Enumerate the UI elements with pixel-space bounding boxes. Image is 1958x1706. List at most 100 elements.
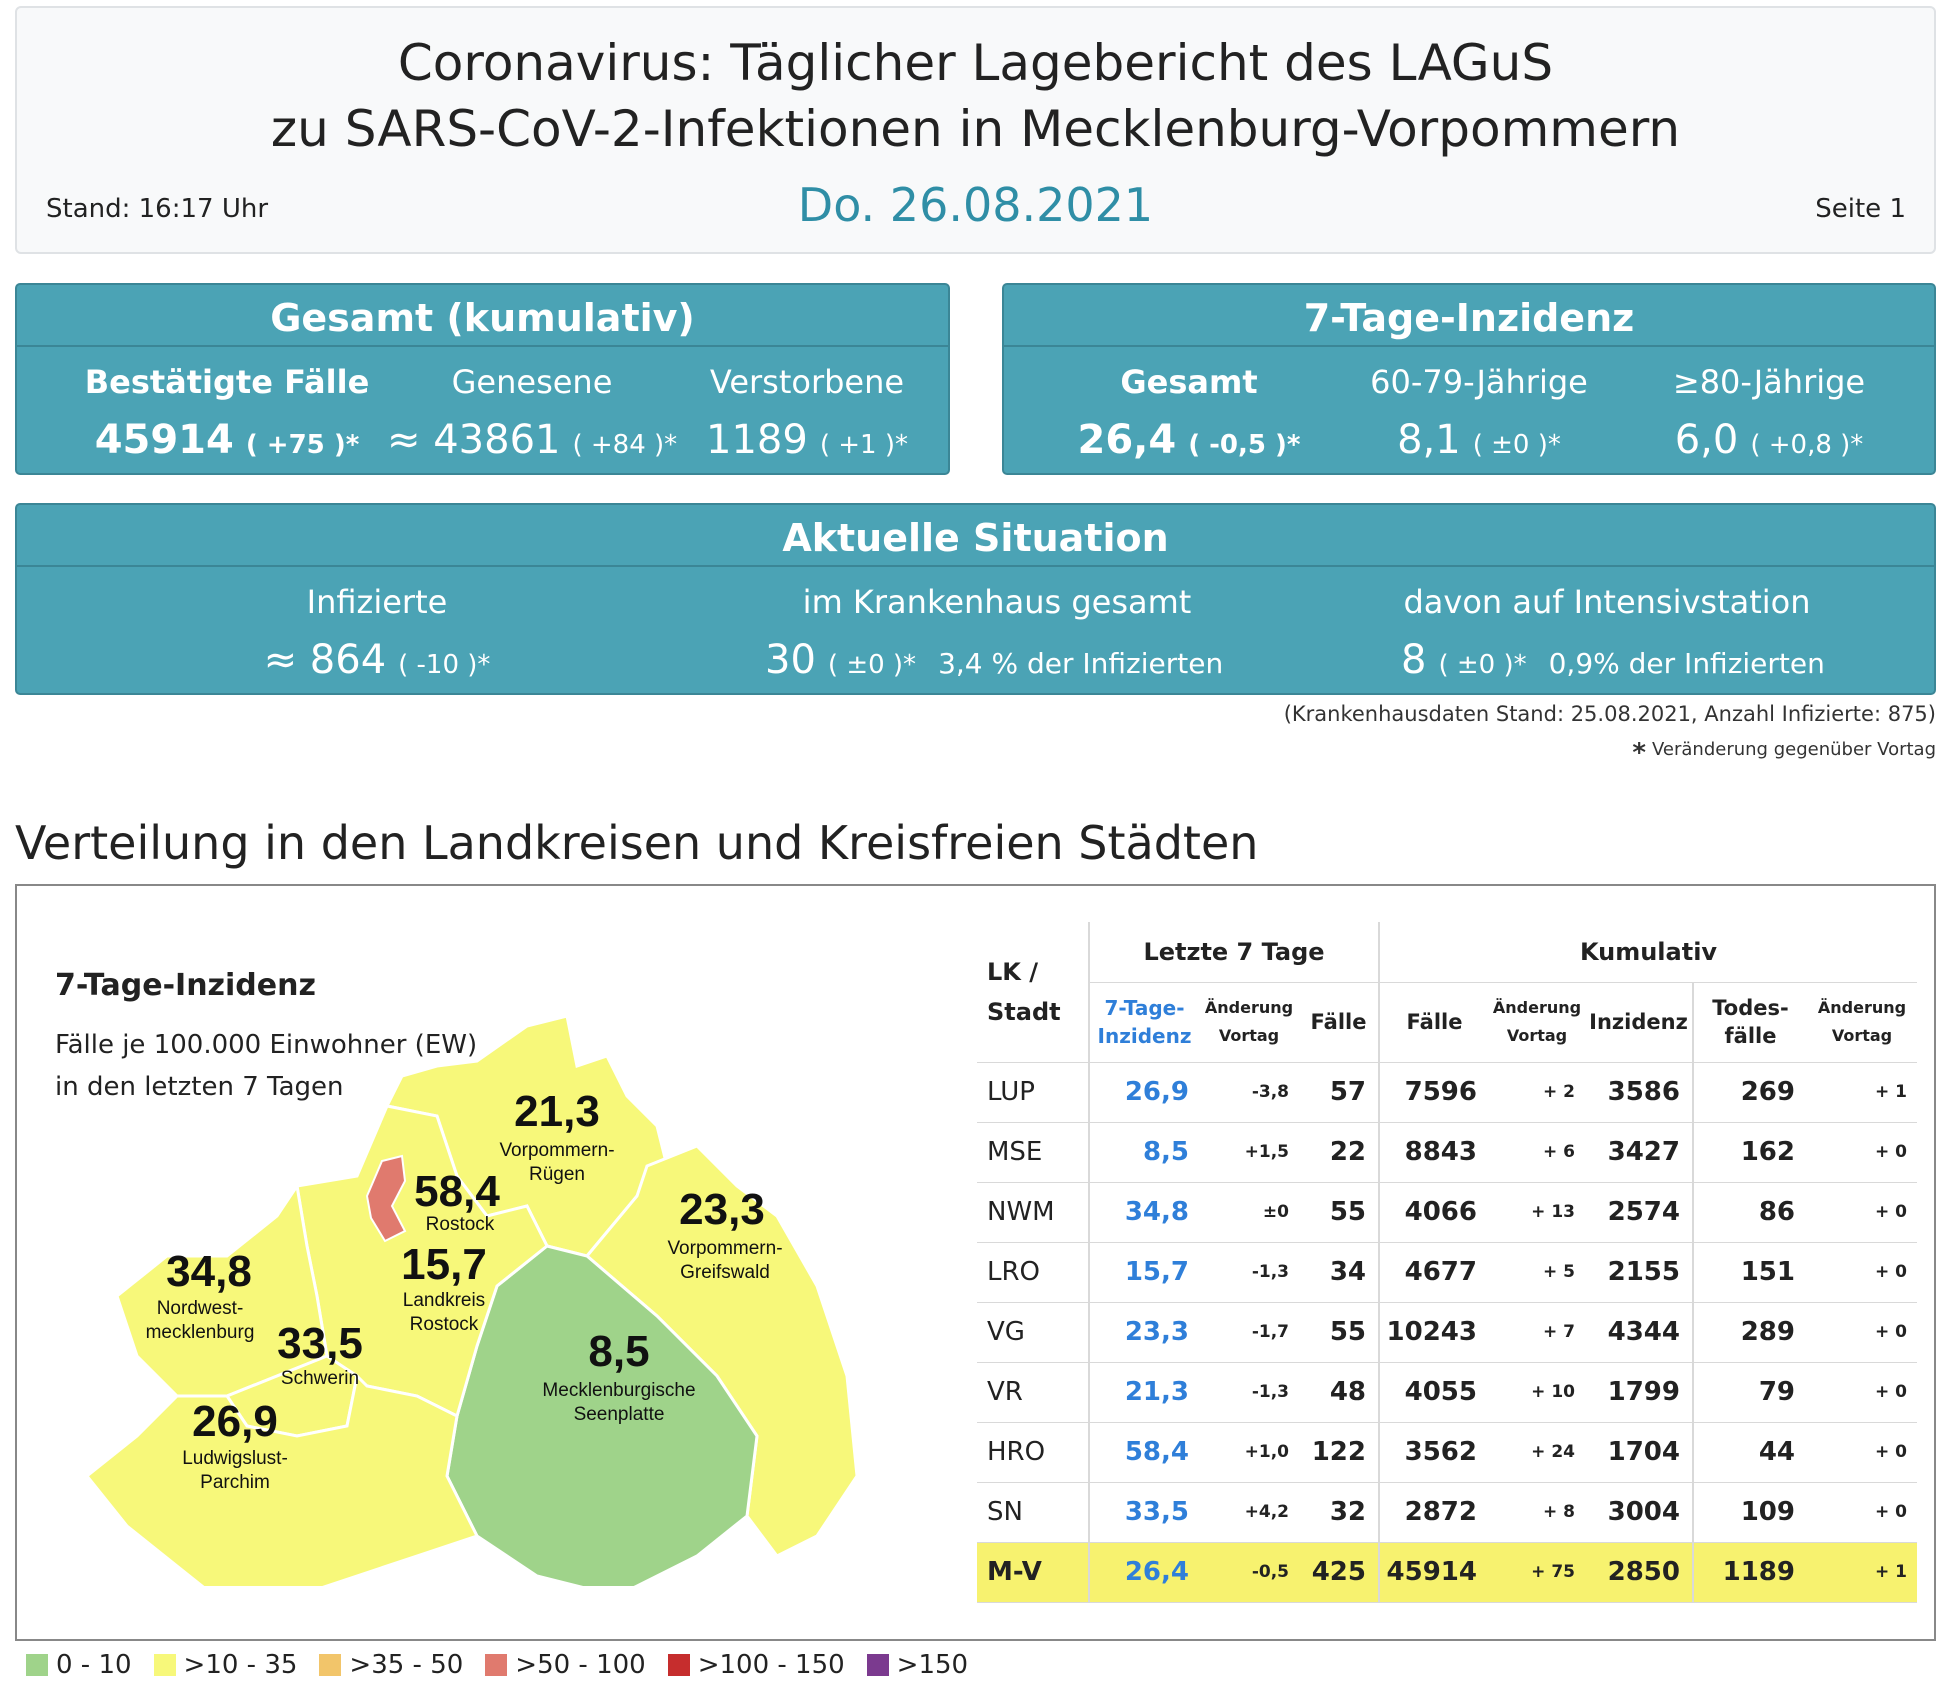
kh-value: 30 ( ±0 )* 3,4 % der Infizierten xyxy=(737,637,1257,683)
age60-col: 60-79-Jährige 8,1 ( ±0 )* xyxy=(1344,363,1614,463)
title-line-1: Coronavirus: Täglicher Lagebericht des L… xyxy=(397,34,1554,92)
title-line-2: zu SARS-CoV-2-Infektionen in Mecklenburg… xyxy=(270,100,1681,158)
legend-label: >10 - 35 xyxy=(183,1650,298,1680)
verstorbene-label: Verstorbene xyxy=(709,363,905,401)
legend-label: >50 - 100 xyxy=(515,1650,646,1680)
kh-note: 3,4 % der Infizierten xyxy=(938,647,1224,680)
label-mse-name2: Seenplatte xyxy=(574,1404,665,1425)
legend-item: >35 - 50 xyxy=(319,1650,463,1680)
cell-t: 44 xyxy=(1692,1422,1807,1483)
label-hro-value: 58,4 xyxy=(414,1167,500,1216)
map-legend: 0 - 10 >10 - 35 >35 - 50 >50 - 100 >100 … xyxy=(26,1650,968,1680)
kh-change: ( ±0 )* xyxy=(827,650,917,680)
section-title: Verteilung in den Landkreisen und Kreisf… xyxy=(15,816,1259,870)
infizierte-col: Infizierte ≈ 864 ( -10 )* xyxy=(197,583,557,683)
cell-inz: 21,3 xyxy=(1088,1362,1199,1423)
cell-i: 3586 xyxy=(1585,1062,1693,1123)
th-tod-line1: Todes- xyxy=(1712,996,1789,1020)
veraenderung-text: Veränderung gegenüber Vortag xyxy=(1652,739,1936,760)
kh-number: 30 xyxy=(765,637,816,683)
genesene-label: Genesene xyxy=(451,363,613,401)
cell-f7: 122 xyxy=(1299,1422,1379,1483)
label-lro-name1: Landkreis xyxy=(403,1290,485,1311)
th-aend-line2: Vortag xyxy=(1218,1026,1280,1045)
th-faelle: Fälle xyxy=(1378,982,1489,1063)
its-number: 8 xyxy=(1401,637,1427,683)
table-row-total: M-V 26,4 -0,5 425 45914 + 75 2850 1189 +… xyxy=(977,1542,1917,1603)
distribution-frame: 7-Tage-Inzidenz Fälle je 100.000 Einwohn… xyxy=(15,884,1936,1641)
kh-col: im Krankenhaus gesamt 30 ( ±0 )* 3,4 % der… xyxy=(737,583,1257,683)
cell-ta: + 1 xyxy=(1807,1062,1917,1123)
cell-inz: 26,9 xyxy=(1088,1062,1199,1123)
label-nwm-name1: Nordwest- xyxy=(157,1298,244,1319)
cell-aend: +1,5 xyxy=(1199,1122,1299,1183)
legend-swatch xyxy=(667,1654,690,1676)
label-nwm-value: 34,8 xyxy=(166,1247,252,1296)
age60-change: ( ±0 )* xyxy=(1472,430,1561,460)
label-vr-name1: Vorpommern- xyxy=(499,1140,614,1161)
table-row: LUP 26,9 -3,8 57 7596 + 2 3586 269 + 1 xyxy=(977,1062,1917,1123)
age80-value: 6,0 ( +0,8 )* xyxy=(1634,417,1904,463)
table-row: MSE 8,5 +1,5 22 8843 + 6 3427 162 + 0 xyxy=(977,1122,1917,1183)
cell-fa: + 24 xyxy=(1489,1422,1585,1483)
legend-label: >100 - 150 xyxy=(697,1650,845,1680)
map-title: 7-Tage-Inzidenz xyxy=(55,968,316,1003)
legend-swatch xyxy=(153,1654,176,1676)
th-faelle7: Fälle xyxy=(1299,982,1379,1063)
its-col: davon auf Intensivstation 8 ( ±0 )* 0,9% d… xyxy=(1357,583,1857,683)
cell-f: 4055 xyxy=(1378,1362,1489,1423)
inzidenz-panel: 7-Tage-Inzidenz Gesamt 26,4 ( -0,5 )* 60-… xyxy=(1002,283,1936,475)
age80-change: ( +0,8 )* xyxy=(1750,430,1864,460)
cell-f7: 34 xyxy=(1299,1242,1379,1303)
label-hro-name1: Rostock xyxy=(426,1214,495,1235)
cell-i: 1704 xyxy=(1585,1422,1693,1483)
infizierte-label: Infizierte xyxy=(306,583,448,621)
label-lup-value: 26,9 xyxy=(192,1397,278,1446)
cell-fa: + 5 xyxy=(1489,1242,1585,1303)
cell-aend: -3,8 xyxy=(1199,1062,1299,1123)
label-lro-value: 15,7 xyxy=(401,1240,487,1289)
th-group-last7: Letzte 7 Tage xyxy=(1088,922,1379,983)
map-region-hro xyxy=(365,1154,407,1243)
label-vg-name2: Greifswald xyxy=(680,1262,770,1283)
table-row: VR 21,3 -1,3 48 4055 + 10 1799 79 + 0 xyxy=(977,1362,1917,1423)
cell-f7: 22 xyxy=(1299,1122,1379,1183)
cell-aend: -1,7 xyxy=(1199,1302,1299,1363)
label-vg-name1: Vorpommern- xyxy=(667,1238,782,1259)
cell-ta: + 0 xyxy=(1807,1482,1917,1543)
cell-fa: + 75 xyxy=(1489,1542,1585,1603)
bestaetigt-label: Bestätigte Fälle xyxy=(84,363,370,401)
cell-i: 2155 xyxy=(1585,1242,1693,1303)
label-vr-name2: Rügen xyxy=(529,1164,585,1185)
th-tod-line2: fälle xyxy=(1724,1024,1777,1048)
infizierte-value: ≈ 864 ( -10 )* xyxy=(197,637,557,683)
cell-f7: 57 xyxy=(1299,1062,1379,1123)
cell-f7: 425 xyxy=(1299,1542,1379,1603)
legend-label: >35 - 50 xyxy=(349,1650,464,1680)
table-row: SN 33,5 +4,2 32 2872 + 8 3004 109 + 0 xyxy=(977,1482,1917,1543)
legend-label: >150 xyxy=(896,1650,969,1680)
table-row: HRO 58,4 +1,0 122 3562 + 24 1704 44 + 0 xyxy=(977,1422,1917,1483)
cell-fa: + 8 xyxy=(1489,1482,1585,1543)
cell-ta: + 0 xyxy=(1807,1302,1917,1363)
table-row: VG 23,3 -1,7 55 10243 + 7 4344 289 + 0 xyxy=(977,1302,1917,1363)
genesene-change: ( +84 )* xyxy=(572,430,678,460)
inz-gesamt-label: Gesamt xyxy=(1120,363,1258,401)
cell-lk: LUP xyxy=(977,1062,1089,1123)
kh-stand-note: (Krankenhausdaten Stand: 25.08.2021, Anz… xyxy=(1283,702,1936,726)
cell-inz: 58,4 xyxy=(1088,1422,1199,1483)
bestaetigt-value: 45914 ( +75 )* xyxy=(57,417,397,463)
genesene-number: ≈ 43861 xyxy=(387,417,561,463)
genesene-value: ≈ 43861 ( +84 )* xyxy=(387,417,677,463)
th-aend2-line1: Änderung xyxy=(1492,998,1582,1017)
district-table: LK / Stadt Letzte 7 Tage Kumulativ 7-Tag… xyxy=(977,922,1917,1603)
cell-f: 3562 xyxy=(1378,1422,1489,1483)
th-inz-line2: Inzidenz xyxy=(1097,1024,1192,1048)
cell-f: 7596 xyxy=(1378,1062,1489,1123)
label-sn-value: 33,5 xyxy=(277,1319,363,1368)
cell-aend: -1,3 xyxy=(1199,1362,1299,1423)
cell-fa: + 13 xyxy=(1489,1182,1585,1243)
table-row: NWM 34,8 ±0 55 4066 + 13 2574 86 + 0 xyxy=(977,1182,1917,1243)
th-inzidenz: Inzidenz xyxy=(1585,982,1693,1063)
inz-gesamt-number: 26,4 xyxy=(1077,417,1177,463)
